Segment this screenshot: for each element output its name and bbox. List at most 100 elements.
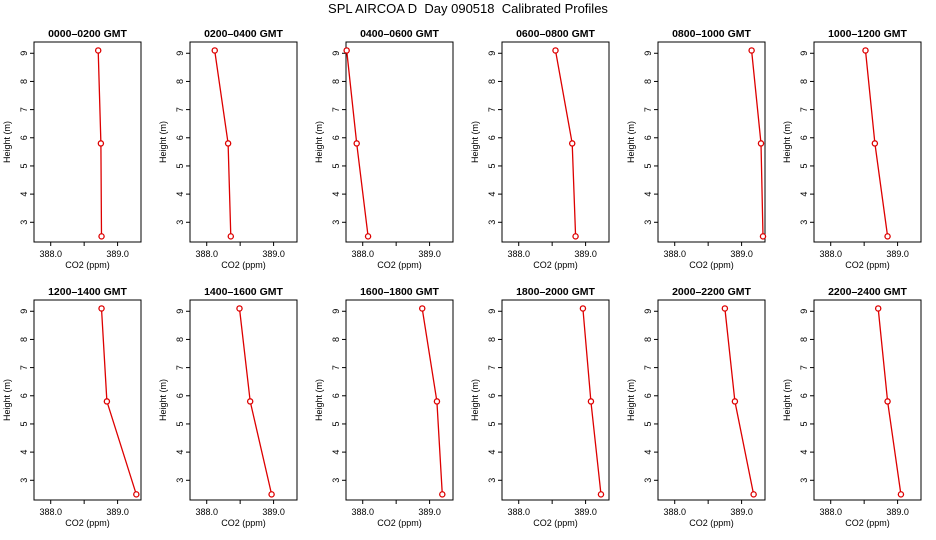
x-tick-label: 389.0 [886,507,909,517]
plot-frame [345,41,454,243]
x-tick-label: 389.0 [418,249,441,259]
y-tick-label: 9 [799,51,809,56]
y-tick-label: 6 [19,135,29,140]
y-tick-label: 6 [799,135,809,140]
panel-title: 1400–1600 GMT [204,286,283,298]
data-point [343,47,350,54]
x-tick-label: 389.0 [574,249,597,259]
y-tick-label: 8 [331,337,341,342]
y-axis-label: Height (m) [782,121,792,163]
x-tick-label: 388.0 [39,249,62,259]
data-point [97,140,105,147]
chart-panel-4: 0600–0800 GMT 388.0 389.0 3 4 5 6 7 8 9 CO2 (ppm) H… [470,28,610,270]
profile-line [724,308,755,495]
y-tick-label: 7 [643,107,653,112]
x-axis-label: CO2 (ppm) [689,260,734,270]
x-tick-label: 389.0 [730,249,753,259]
y-tick-label: 3 [799,220,809,225]
y-axis-label: Height (m) [314,379,324,421]
data-point [246,398,254,405]
x-tick-label: 389.0 [106,249,129,259]
y-tick-label: 6 [331,393,341,398]
data-point [98,233,105,240]
y-axis-label: Height (m) [158,121,168,163]
y-tick-label: 9 [487,51,497,56]
y-tick-label: 6 [487,135,497,140]
x-tick-label: 389.0 [106,507,129,517]
data-point [597,491,605,498]
y-tick-label: 8 [643,79,653,84]
data-point [897,491,905,498]
x-axis-label: CO2 (ppm) [221,260,266,270]
data-point [874,305,882,312]
y-tick-label: 3 [799,478,809,483]
x-axis-label: CO2 (ppm) [845,260,890,270]
data-point [133,491,140,498]
plot-frame [657,299,766,501]
panel-title: 1000–1200 GMT [828,28,907,40]
plot-frame [345,299,454,501]
data-point [364,233,372,240]
panel-title: 0200–0400 GMT [204,28,283,40]
x-tick-label: 388.0 [195,249,218,259]
data-point [721,305,729,312]
panel-title: 0600–0800 GMT [516,28,595,40]
panel-title: 1800–2000 GMT [516,286,595,298]
y-tick-label: 6 [175,135,185,140]
chart-panel-3: 0400–0600 GMT 388.0 389.0 3 4 5 6 7 8 9 CO2 (ppm) H… [314,28,454,270]
y-axis-label: Height (m) [158,379,168,421]
y-tick-label: 9 [331,51,341,56]
y-axis-label: Height (m) [2,379,12,421]
x-axis-label: CO2 (ppm) [845,518,890,528]
y-tick-label: 9 [643,51,653,56]
data-point [750,491,757,498]
data-point [757,140,765,147]
chart-panel-2: 0200–0400 GMT 388.0 389.0 3 4 5 6 7 8 9 CO2 (ppm) H… [158,28,298,270]
x-tick-label: 388.0 [507,249,530,259]
y-tick-label: 7 [175,365,185,370]
y-tick-label: 4 [331,192,341,197]
chart-panel-10: 1800–2000 GMT 388.0 389.0 3 4 5 6 7 8 9 CO2 (ppm) H… [470,286,610,528]
chart-panel-8: 1400–1600 GMT 388.0 389.0 3 4 5 6 7 8 9 CO2 (ppm) H… [158,286,298,528]
x-tick-label: 389.0 [730,507,753,517]
data-point [94,47,102,54]
y-tick-label: 3 [175,220,185,225]
y-tick-label: 4 [19,450,29,455]
y-tick-label: 5 [799,163,809,168]
x-tick-label: 388.0 [351,507,374,517]
data-point [268,491,275,498]
figure-title: SPL AIRCOA D Day 090518 Calibrated Profi… [328,1,608,16]
x-axis-label: CO2 (ppm) [533,260,578,270]
panel-title: 0000–0200 GMT [48,28,127,40]
panel-title: 1200–1400 GMT [48,286,127,298]
y-tick-label: 5 [643,163,653,168]
panel-title: 2200–2400 GMT [828,286,907,298]
x-tick-label: 388.0 [195,507,218,517]
y-tick-label: 3 [331,220,341,225]
y-axis-label: Height (m) [626,121,636,163]
y-tick-label: 5 [175,163,185,168]
x-tick-label: 389.0 [574,507,597,517]
x-tick-label: 388.0 [663,249,686,259]
plot-frame [189,299,298,501]
x-tick-label: 389.0 [262,507,285,517]
y-tick-label: 7 [799,365,809,370]
y-tick-label: 3 [331,478,341,483]
plot-frame [189,41,298,243]
y-axis-label: Height (m) [626,379,636,421]
data-point [98,305,105,312]
data-point [103,398,111,405]
y-tick-label: 6 [643,135,653,140]
data-point [433,398,441,405]
y-tick-label: 8 [643,337,653,342]
panel-title: 2000–2200 GMT [672,286,751,298]
chart-panel-6: 1000–1200 GMT 388.0 389.0 3 4 5 6 7 8 9 CO2 (ppm) H… [782,28,922,270]
data-point [418,305,426,312]
profile-line [238,308,273,495]
y-tick-label: 3 [19,478,29,483]
panel-title: 0400–0600 GMT [360,28,439,40]
x-tick-label: 388.0 [819,507,842,517]
y-tick-label: 4 [799,192,809,197]
y-tick-label: 9 [19,309,29,314]
y-tick-label: 8 [799,79,809,84]
